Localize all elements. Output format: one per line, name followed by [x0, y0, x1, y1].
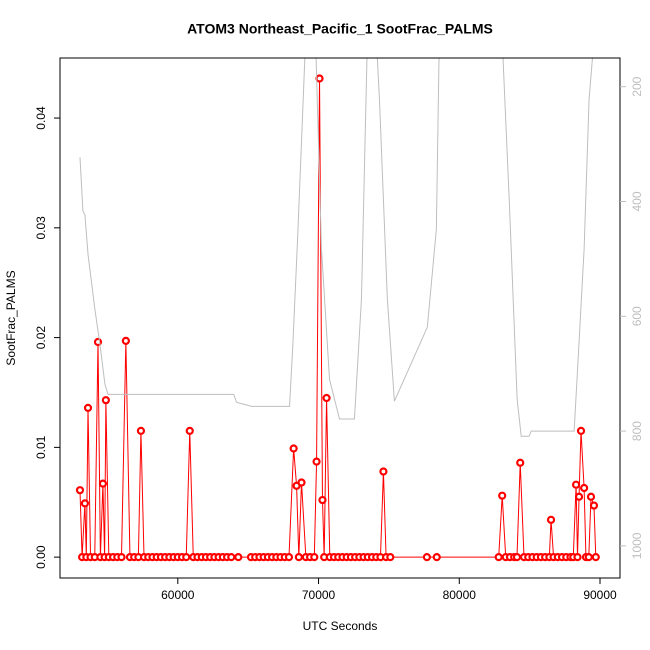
data-point	[318, 495, 327, 505]
data-point	[580, 483, 589, 493]
y-tick-label: 0.03	[34, 216, 48, 240]
data-point	[494, 553, 503, 562]
data-point	[589, 501, 599, 510]
data-point	[386, 553, 395, 562]
x-tick-label: 80000	[443, 588, 477, 602]
data-point	[432, 553, 441, 562]
x-tick-label: 90000	[583, 588, 617, 602]
secondary-line	[79, 58, 593, 437]
data-point	[379, 467, 388, 476]
data-point	[546, 515, 556, 524]
data-point	[322, 393, 331, 403]
data-point	[83, 403, 93, 412]
data-point	[289, 444, 298, 453]
y-tick-label: 0.00	[34, 545, 48, 569]
data-point	[234, 553, 243, 562]
data-point	[498, 491, 507, 500]
data-point	[422, 553, 432, 562]
data-point	[512, 553, 522, 562]
y2-tick-label: 1000	[630, 532, 644, 559]
data-point	[98, 479, 108, 488]
data-point	[576, 426, 586, 436]
data-point	[185, 426, 194, 436]
x-tick-label: 70000	[302, 588, 336, 602]
data-point	[591, 553, 600, 562]
data-point	[182, 553, 191, 562]
data-point	[571, 480, 581, 489]
data-point	[586, 492, 596, 501]
data-point	[312, 457, 321, 466]
y-tick-label: 0.01	[34, 435, 48, 459]
data-point	[80, 499, 90, 508]
y-axis-label: SootFrac_PALMS	[4, 270, 18, 365]
x-axis-label: UTC Seconds	[303, 619, 378, 633]
data-point	[136, 426, 146, 436]
x-tick-label: 60000	[161, 588, 195, 602]
data-point	[117, 553, 126, 562]
data-line	[79, 78, 597, 558]
plot-area	[75, 58, 600, 562]
data-point	[516, 458, 525, 467]
plot-frame	[59, 57, 621, 579]
y-tick-label: 0.04	[34, 106, 48, 130]
data-point	[101, 396, 110, 405]
data-point	[121, 336, 130, 345]
chart-title: ATOM3 Northeast_Pacific_1 SootFrac_PALMS	[187, 21, 493, 37]
y2-tick-label: 200	[630, 76, 644, 96]
y2-tick-label: 600	[630, 306, 644, 326]
data-point	[315, 74, 324, 83]
data-point	[584, 553, 593, 562]
y-tick-label: 0.02	[34, 326, 48, 350]
data-point	[75, 486, 85, 495]
data-point	[574, 492, 584, 501]
data-point	[284, 553, 294, 562]
y2-tick-label: 400	[630, 191, 644, 211]
y2-tick-label: 800	[630, 421, 644, 441]
data-point	[227, 553, 236, 562]
data-point	[310, 553, 319, 562]
data-point	[294, 553, 303, 562]
data-point	[573, 553, 582, 562]
data-point	[297, 478, 306, 487]
